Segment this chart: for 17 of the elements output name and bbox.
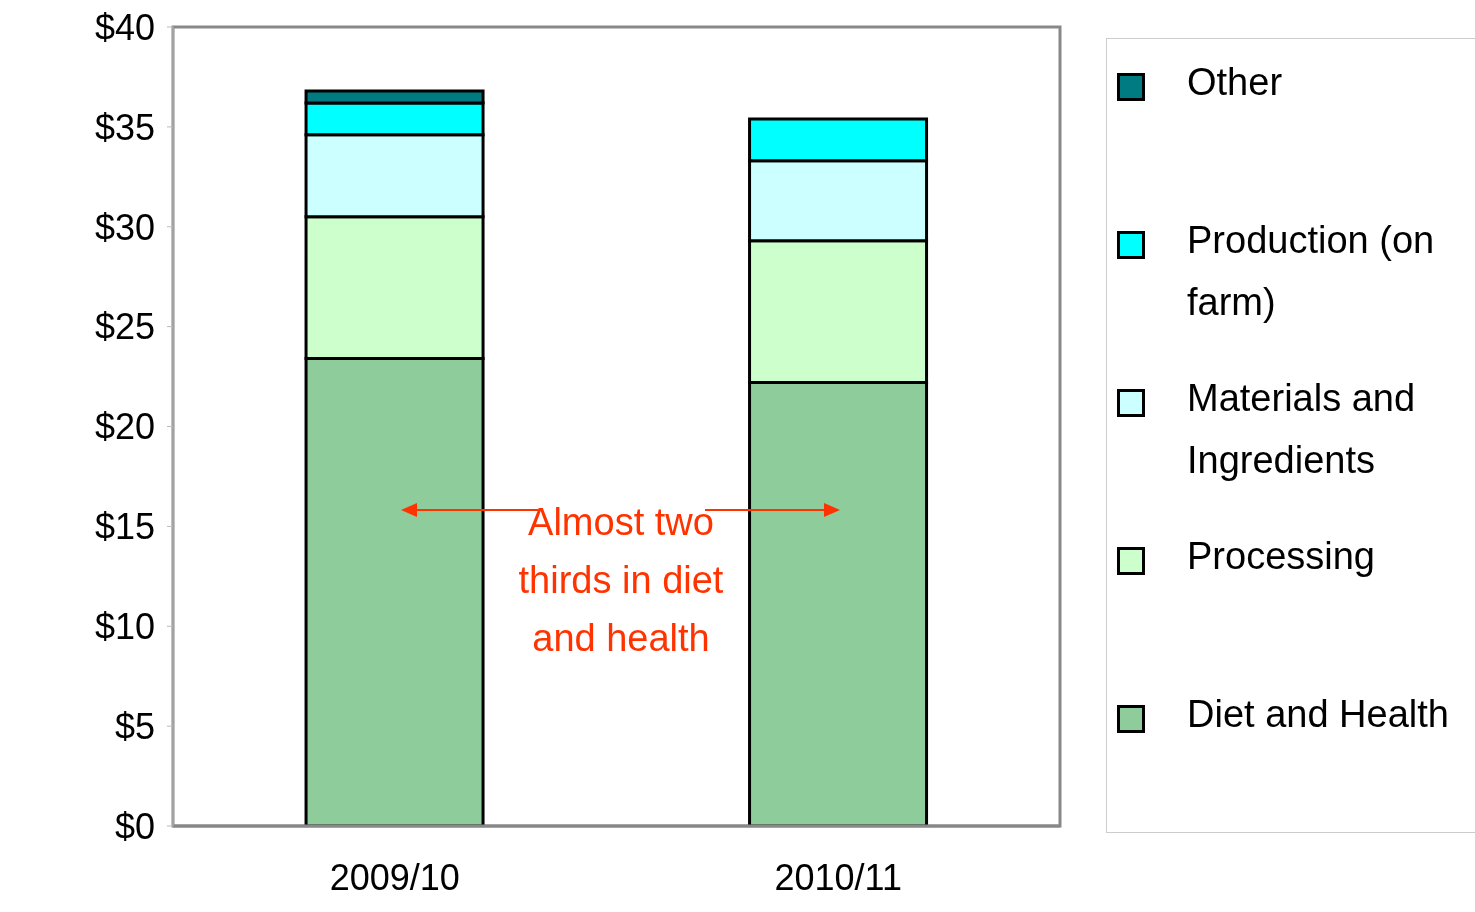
y-tick-label: $25 [94, 306, 155, 348]
legend-label: Other [1187, 60, 1284, 105]
y-tick-label: $10 [94, 606, 155, 648]
x-tick-label: 2010/11 [774, 856, 902, 898]
legend-label: Materials and Ingredients [1187, 376, 1417, 483]
legend-label: Diet and Health [1187, 692, 1450, 737]
y-tick-label: $30 [94, 206, 155, 248]
legend-label: Production (on farm) [1187, 218, 1436, 325]
annotation: Almost two thirds in diet and health [517, 500, 725, 661]
y-tick-label: $0 [114, 805, 155, 847]
y-tick-label: $20 [94, 406, 155, 448]
y-tick-label: $35 [94, 106, 155, 148]
y-tick-label: $40 [94, 6, 155, 48]
legend-label: Processing [1187, 534, 1376, 579]
x-tick-label: 2009/10 [329, 856, 460, 898]
y-tick-label: $5 [114, 705, 155, 747]
y-tick-label: $15 [94, 506, 155, 548]
